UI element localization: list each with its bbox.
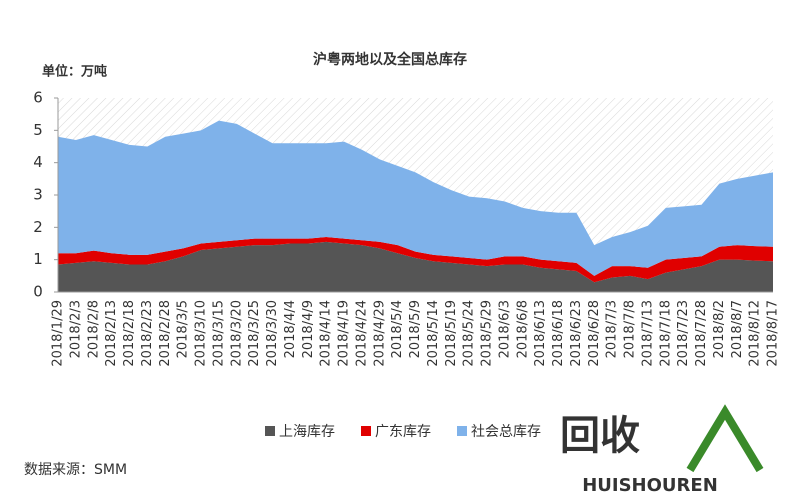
- x-tick-label: 2018/6/23: [569, 300, 584, 367]
- y-tick-label: 3: [33, 186, 43, 204]
- legend-label: 社会总库存: [471, 424, 541, 440]
- x-tick-label: 2018/1/29: [51, 300, 66, 367]
- legend-label: 上海库存: [279, 424, 335, 440]
- x-tick-label: 2018/2/8: [86, 300, 101, 358]
- x-tick-label: 2018/4/19: [337, 300, 352, 367]
- x-tick-label: 2018/6/18: [551, 300, 566, 367]
- x-tick-label: 2018/5/14: [426, 300, 441, 367]
- x-tick-label: 2018/2/23: [140, 300, 155, 367]
- x-tick-label: 2018/3/30: [265, 300, 280, 367]
- y-axis-label: 单位：万吨: [42, 64, 107, 80]
- x-tick-label: 2018/2/18: [122, 300, 137, 367]
- area: [58, 241, 773, 292]
- x-tick-label: 2018/7/18: [658, 300, 673, 367]
- x-tick-label: 2018/8/17: [766, 300, 781, 367]
- y-tick-label: 5: [33, 121, 43, 139]
- area: [58, 120, 773, 276]
- x-tick-label: 2018/2/28: [158, 300, 173, 367]
- source: 数据来源：SMM: [24, 462, 127, 478]
- logo-bg: [545, 412, 665, 470]
- y-tick-label: 4: [33, 153, 43, 171]
- legend: 上海库存 广东库存 社会总库存: [265, 424, 541, 440]
- x-tick-label: 2018/3/5: [176, 300, 191, 358]
- x-tick-label: 2018/4/4: [283, 300, 298, 358]
- x-tick-label: 2018/2/13: [104, 300, 119, 367]
- x-tick-label: 2018/7/8: [623, 300, 638, 358]
- x-tick-label: 2018/7/28: [694, 300, 709, 367]
- x-tick-label: 2018/6/3: [497, 300, 512, 358]
- x-tick-label: 2018/5/29: [480, 300, 495, 367]
- logo: 回收 HUISHOUREN: [545, 404, 764, 496]
- x-tick-label: 2018/6/28: [587, 300, 602, 367]
- logo-subtext: HUISHOUREN: [582, 475, 718, 496]
- x-tick-label: 2018/6/8: [515, 300, 530, 358]
- x-tick-label: 2018/4/9: [301, 300, 316, 358]
- x-tick-label: 2018/8/2: [712, 300, 727, 358]
- x-tick-label: 2018/7/23: [676, 300, 691, 367]
- x-tick-label: 2018/3/15: [211, 300, 226, 367]
- x-tick-label: 2018/7/13: [640, 300, 655, 367]
- logo-text: 回收: [560, 413, 640, 459]
- y-tick-label: 0: [33, 283, 43, 301]
- x-tick-label: 2018/5/4: [390, 300, 405, 358]
- x-tick-label: 2018/2/3: [68, 300, 83, 358]
- legend-swatch: [361, 426, 371, 436]
- x-tick-label: 2018/4/24: [354, 300, 369, 367]
- x-tick-label: 2018/3/10: [194, 300, 209, 367]
- y-tick-label: 6: [33, 89, 43, 107]
- x-tick-label: 2018/8/12: [748, 300, 763, 367]
- legend-swatch: [457, 426, 467, 436]
- chart-title: 沪粤两地以及全国总库存: [313, 51, 467, 68]
- y-tick-label: 2: [33, 218, 43, 236]
- x-tick-label: 2018/4/29: [372, 300, 387, 367]
- x-tick-label: 2018/8/7: [730, 300, 745, 358]
- x-tick-label: 2018/3/20: [229, 300, 244, 367]
- x-tick-label: 2018/4/14: [319, 300, 334, 367]
- legend-swatch: [265, 426, 275, 436]
- x-tick-label: 2018/3/25: [247, 300, 262, 367]
- y-tick-label: 1: [33, 250, 43, 268]
- logo-icon: [686, 404, 764, 473]
- x-tick-label: 2018/5/24: [462, 300, 477, 367]
- x-tick-label: 2018/6/13: [533, 300, 548, 367]
- legend-label: 广东库存: [375, 424, 431, 440]
- x-tick-label: 2018/5/19: [444, 300, 459, 367]
- x-tick-label: 2018/5/9: [408, 300, 423, 358]
- x-tick-label: 2018/7/3: [605, 300, 620, 358]
